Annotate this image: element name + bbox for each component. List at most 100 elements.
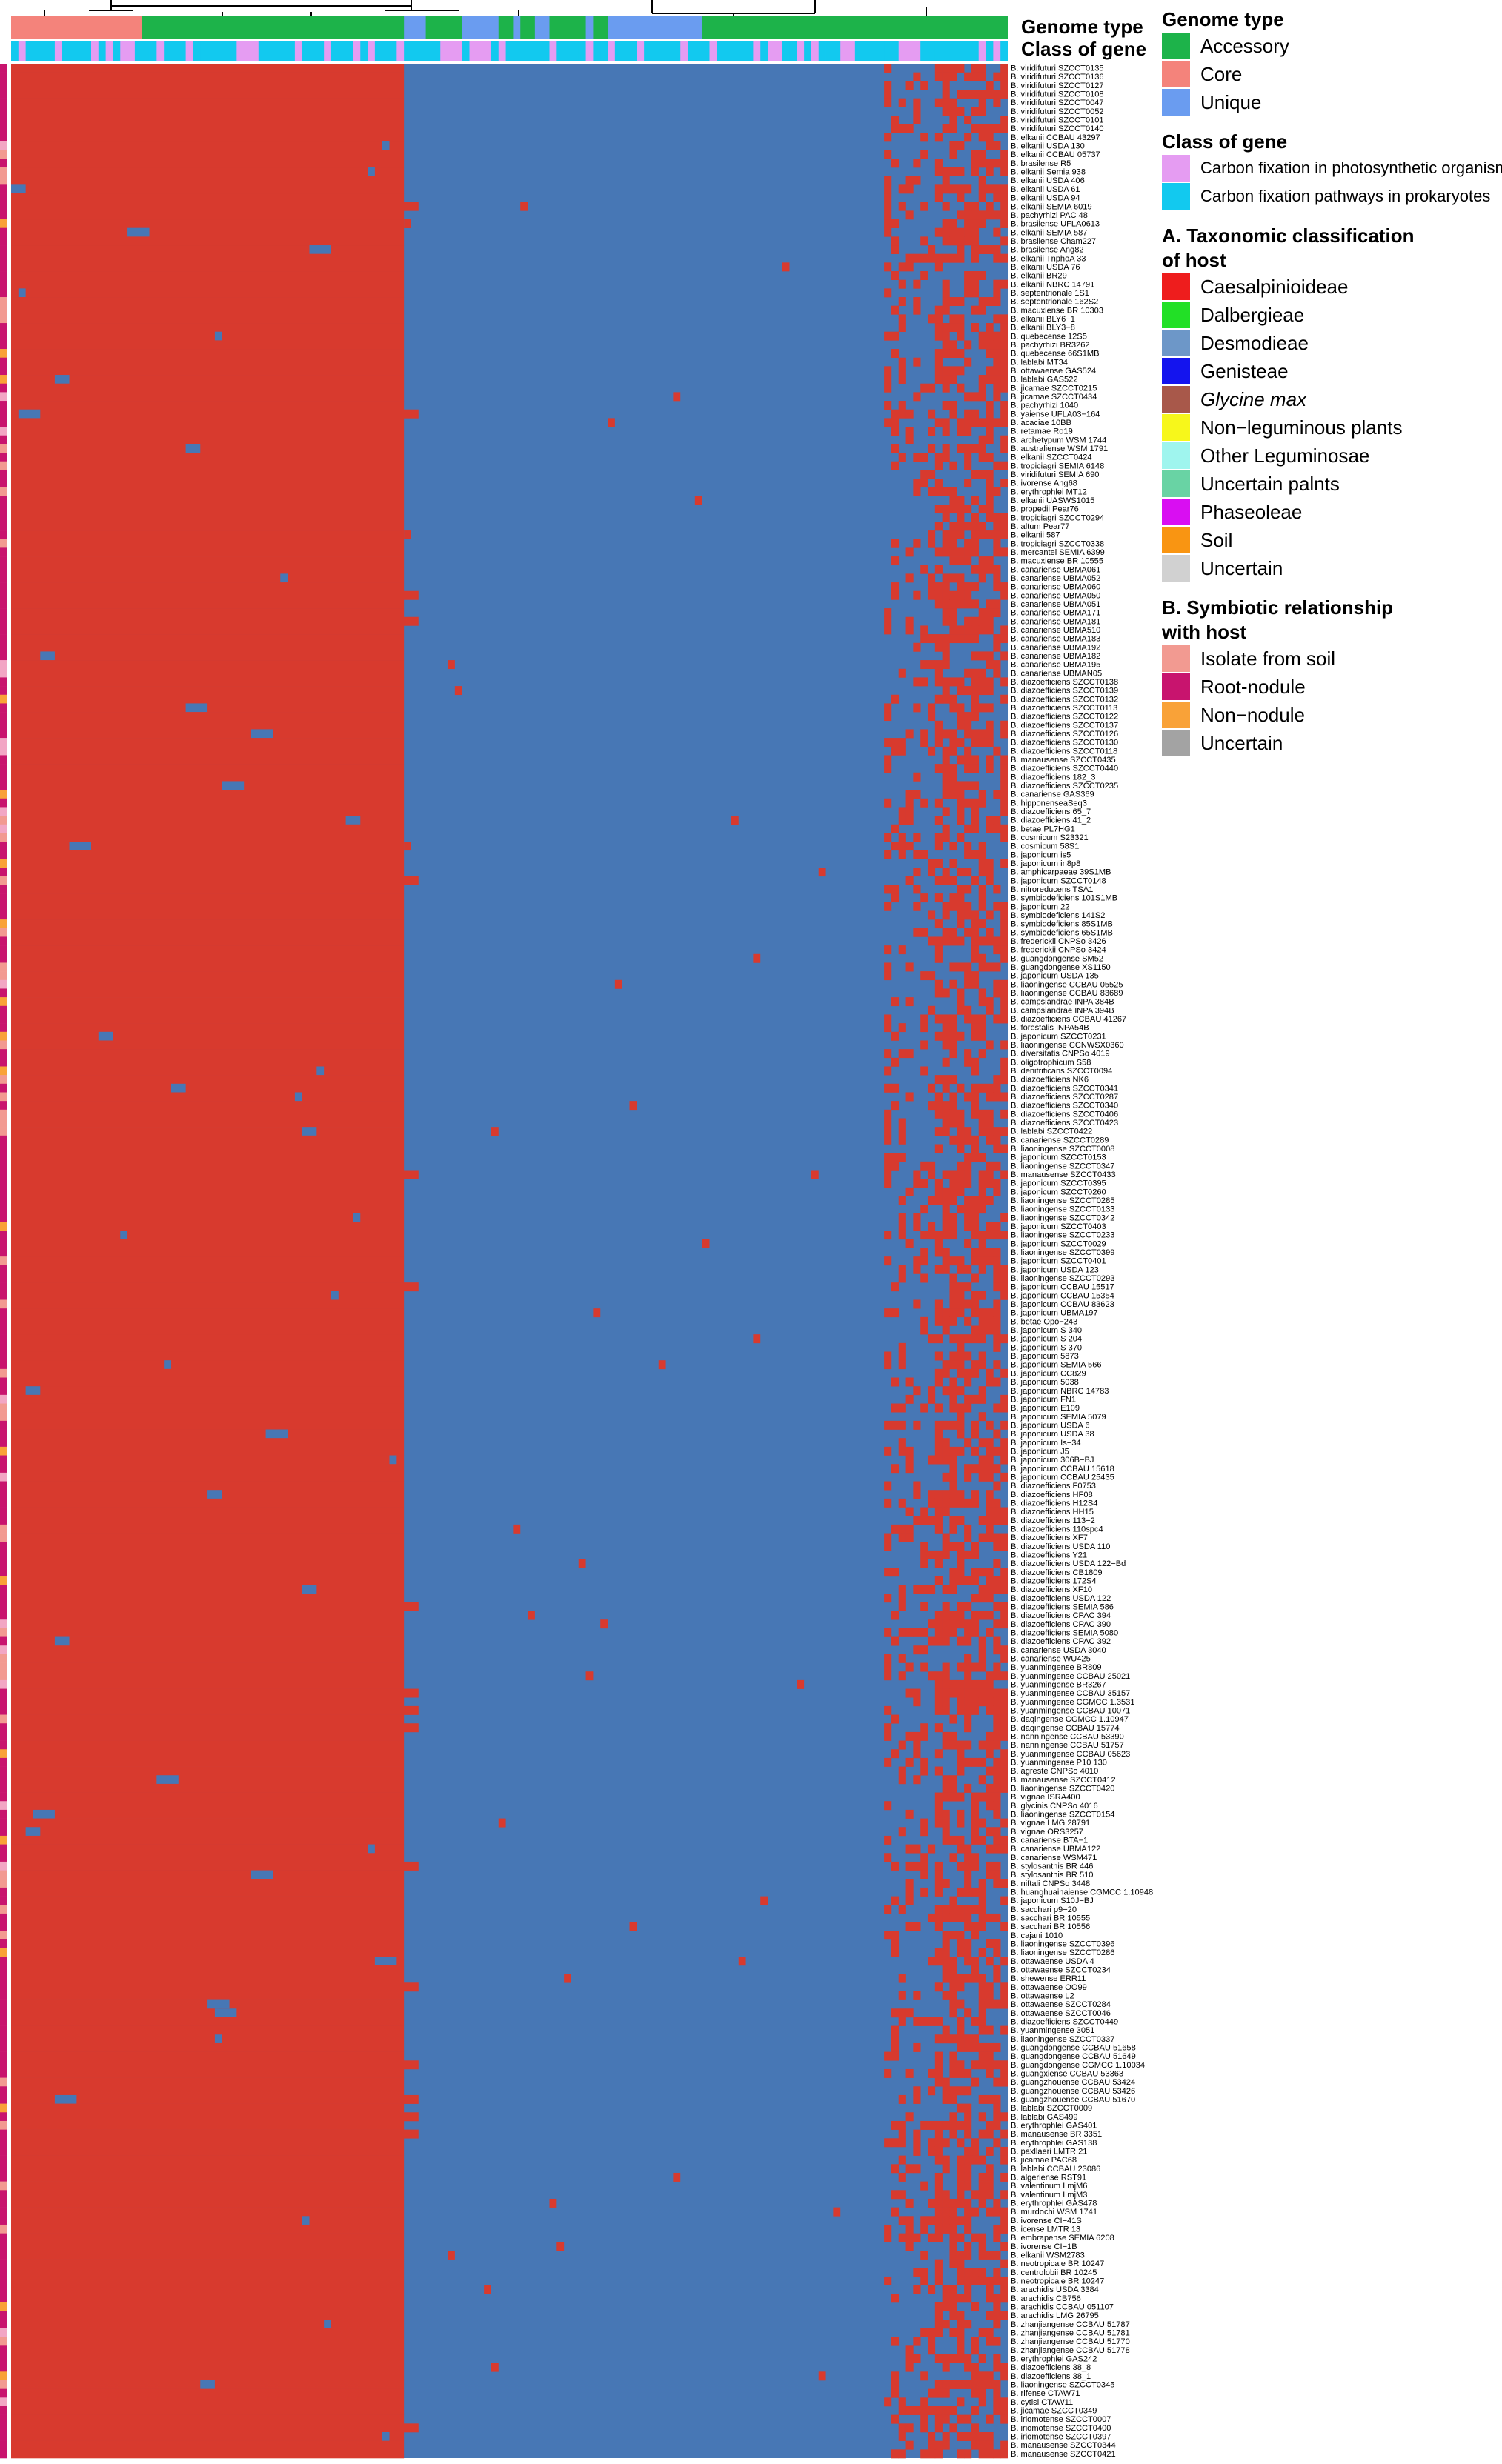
present-block <box>11 1403 405 1413</box>
present-cell <box>986 453 994 462</box>
present-cell <box>1000 1394 1008 1404</box>
present-cell <box>928 2068 936 2078</box>
row-label: B. jicamae PAC68 <box>1011 2156 1077 2165</box>
legend-label: Carbon fixation pathways in prokaryotes <box>1200 187 1491 205</box>
present-cell <box>949 1135 957 1145</box>
present-cell <box>993 2354 1001 2363</box>
present-cell <box>964 2320 972 2329</box>
present-cell <box>928 1671 936 1681</box>
row-host-annotation <box>0 2146 7 2156</box>
present-cell <box>993 790 1001 799</box>
present-cell <box>942 694 950 704</box>
present-cell <box>978 340 986 350</box>
present-cell <box>949 2051 957 2061</box>
gene-class-cell <box>578 41 586 61</box>
present-cell <box>1000 124 1008 133</box>
present-cell <box>1000 1611 1008 1620</box>
present-cell <box>928 2431 936 2441</box>
present-block <box>11 798 405 808</box>
present-cell <box>978 1636 986 1646</box>
row-host-annotation <box>0 1974 7 1983</box>
row-host-annotation <box>0 2077 7 2087</box>
present-cell <box>891 556 900 566</box>
present-cell <box>928 746 936 756</box>
gene-class-cell <box>374 41 383 61</box>
gene-class-cell <box>949 41 957 61</box>
row-label: B. jicamae SZCCT0434 <box>1011 393 1097 402</box>
present-cell <box>920 1662 928 1672</box>
present-cell <box>986 1844 994 1854</box>
row-label: B. daqingense CGMCC 1.10947 <box>1011 1715 1129 1724</box>
present-cell <box>978 1568 986 1577</box>
present-cell <box>964 279 972 289</box>
present-cell <box>978 953 986 963</box>
present-cell <box>957 64 965 73</box>
row-label: B. diazoefficiens SZCCT0126 <box>1011 730 1118 739</box>
present-cell <box>942 1205 950 1214</box>
present-cell <box>884 1568 892 1577</box>
present-cell <box>957 2414 965 2424</box>
present-cell <box>920 893 928 903</box>
present-cell <box>1000 150 1008 159</box>
row-host-annotation <box>0 1464 7 1474</box>
present-cell <box>957 2397 965 2407</box>
present-cell <box>986 2129 994 2139</box>
present-block <box>11 1896 405 1905</box>
present-block <box>11 2337 405 2346</box>
row-label: B. zhanjiangense CCBAU 51778 <box>1011 2346 1130 2355</box>
present-cell <box>884 262 892 272</box>
present-cell <box>957 1662 965 1672</box>
row-host-annotation <box>0 461 7 470</box>
row-label: B. manausense SZCCT0412 <box>1011 1776 1116 1785</box>
absent-cell <box>368 167 375 176</box>
present-cell <box>942 1213 950 1222</box>
present-cell <box>964 409 972 419</box>
present-cell <box>942 90 950 99</box>
present-cell <box>898 1775 906 1785</box>
present-cell <box>949 1334 957 1344</box>
present-block <box>11 1792 405 1802</box>
absent-cell <box>265 1429 288 1439</box>
present-cell <box>928 530 936 540</box>
absent-cell <box>40 651 55 661</box>
present-cell <box>993 1282 1001 1292</box>
present-cell <box>898 2431 906 2441</box>
present-block <box>11 746 405 756</box>
present-cell <box>993 2042 1001 2052</box>
present-cell <box>934 1636 943 1646</box>
present-cell <box>949 1023 957 1033</box>
present-cell <box>993 2224 1001 2234</box>
row-label: B. nanningense CCBAU 53390 <box>1011 1732 1124 1741</box>
present-cell <box>898 833 906 842</box>
present-cell <box>898 2008 906 2018</box>
legend-item: Core <box>1162 60 1499 88</box>
present-cell <box>957 1005 965 1015</box>
present-cell <box>993 279 1001 289</box>
row-host-annotation <box>0 64 7 73</box>
row-host-annotation <box>0 1481 7 1491</box>
present-cell <box>884 383 892 393</box>
present-cell <box>949 2380 957 2389</box>
present-cell <box>993 1075 1001 1085</box>
present-cell <box>971 2380 980 2389</box>
present-cell <box>971 124 980 133</box>
present-cell <box>964 72 972 81</box>
present-cell <box>928 539 936 548</box>
present-cell <box>993 1316 1001 1326</box>
present-cell <box>891 1636 900 1646</box>
present-cell <box>957 1127 965 1136</box>
absent-cell <box>33 1809 55 1819</box>
present-block <box>11 1239 405 1248</box>
present-cell <box>957 1342 965 1352</box>
present-cell <box>971 1196 980 1205</box>
present-cell <box>978 556 986 566</box>
present-cell <box>993 1507 1001 1516</box>
gene-class-cell <box>862 41 870 61</box>
row-host-annotation <box>0 556 7 566</box>
present-cell <box>942 1835 950 1845</box>
present-cell <box>971 219 980 228</box>
row-host-annotation <box>0 2276 7 2285</box>
present-cell <box>913 850 921 859</box>
present-cell <box>978 2155 986 2165</box>
present-block <box>11 2250 405 2260</box>
